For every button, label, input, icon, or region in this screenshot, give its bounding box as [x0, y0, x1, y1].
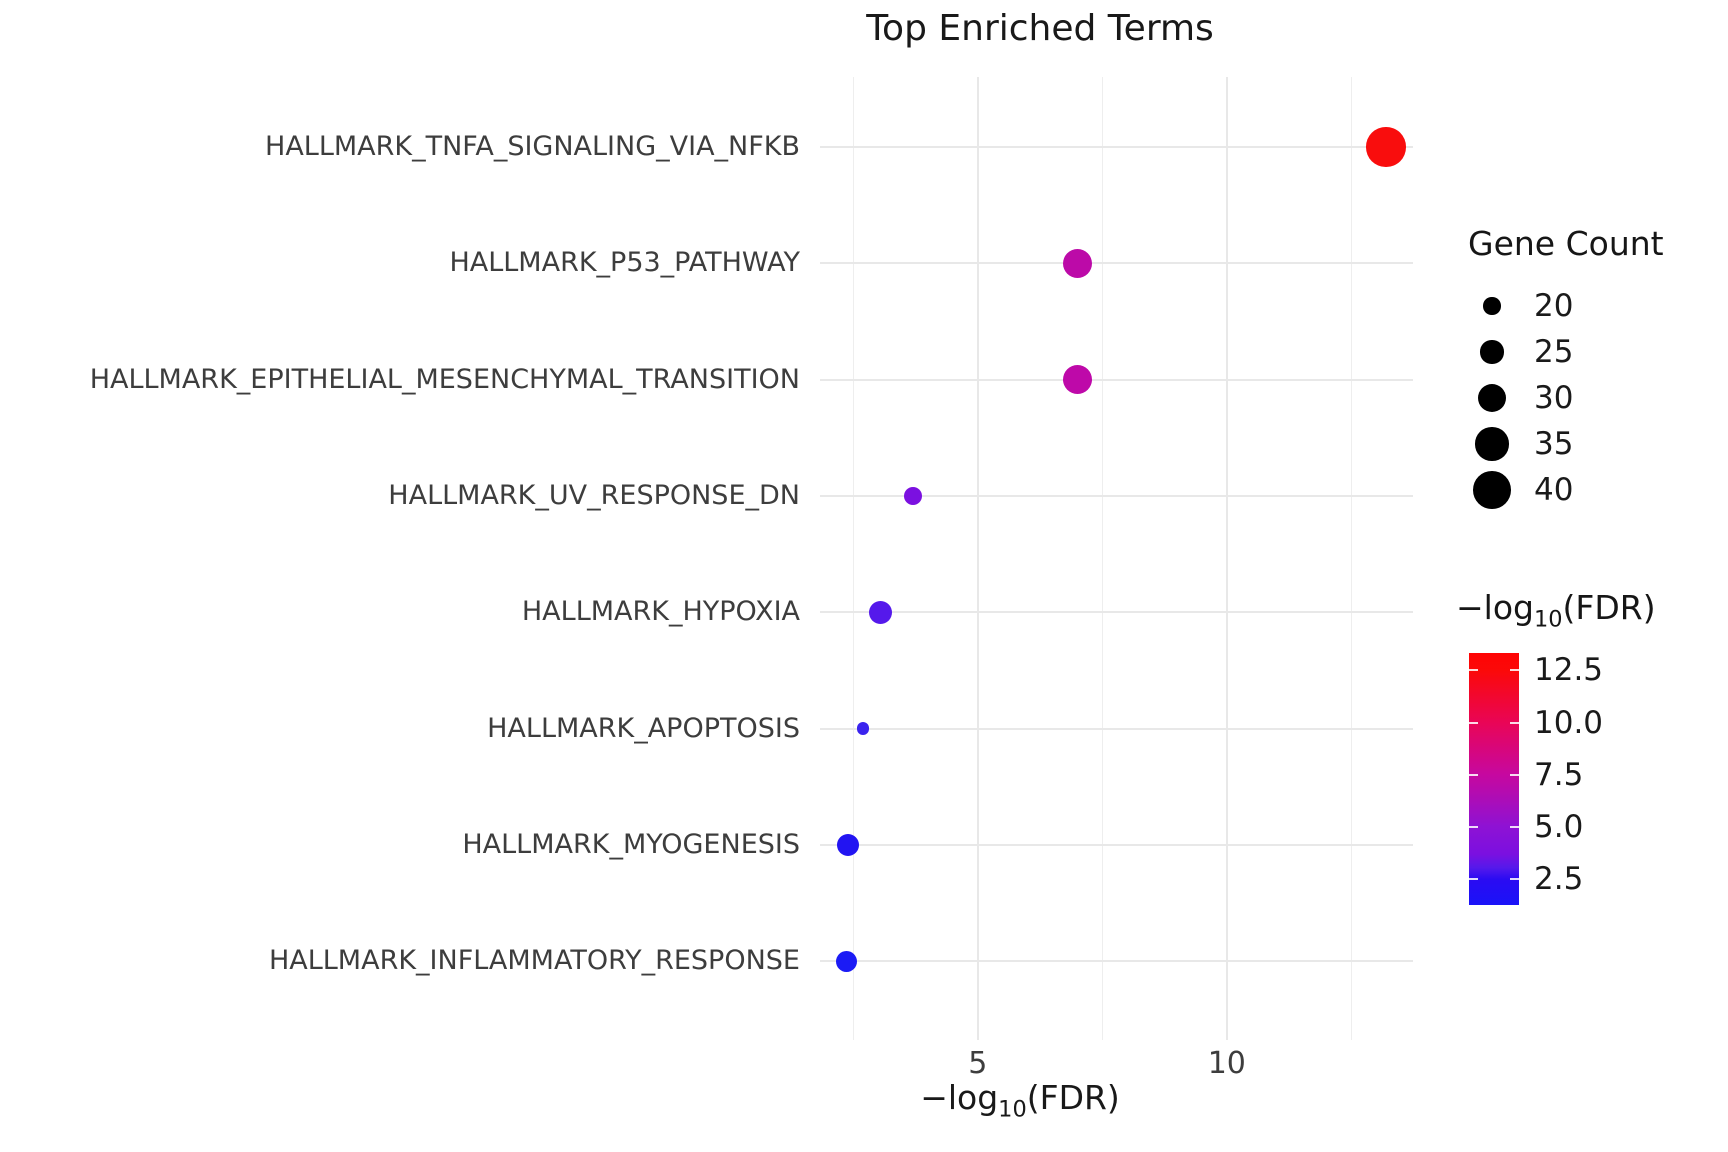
y-axis-label: HALLMARK_INFLAMMATORY_RESPONSE	[268, 945, 800, 977]
color-legend-title-sub: 10	[1533, 606, 1563, 633]
colorbar-tick-mark	[1510, 669, 1519, 672]
colorbar-tick-label: 7.5	[1534, 756, 1584, 793]
size-legend-value: 25	[1534, 334, 1574, 370]
size-legend-value: 20	[1534, 288, 1574, 324]
y-axis-label: HALLMARK_APOPTOSIS	[487, 712, 800, 744]
x-tick-label: 10	[1207, 1046, 1246, 1081]
y-axis-label: HALLMARK_TNFA_SIGNALING_VIA_NFKB	[265, 131, 800, 162]
size-legend-value: 40	[1534, 472, 1574, 508]
y-axis-label: HALLMARK_P53_PATHWAY	[449, 247, 800, 279]
color-legend-title: −log10(FDR)	[1456, 588, 1656, 633]
data-point	[1062, 248, 1093, 278]
x-tick-label: 5	[968, 1046, 988, 1081]
size-legend-dot	[1473, 471, 1511, 509]
size-legend-dot	[1483, 297, 1501, 315]
colorbar-tick-mark	[1510, 773, 1519, 776]
gridline-x-minor	[852, 77, 855, 1040]
x-axis-title: −log10(FDR)	[920, 1078, 1120, 1123]
y-axis-label: HALLMARK_HYPOXIA	[521, 596, 800, 628]
gridline-y-row	[820, 960, 1413, 963]
colorbar-tick-mark	[1510, 721, 1519, 724]
x-axis-title-post: (FDR)	[1026, 1078, 1120, 1117]
gridline-y-row	[820, 843, 1413, 846]
color-legend-title-pre: −log	[1456, 588, 1534, 627]
size-legend-value: 35	[1534, 426, 1574, 462]
colorbar-tick-label: 12.5	[1534, 652, 1604, 689]
chart-title: Top Enriched Terms	[866, 8, 1214, 49]
colorbar-tick-label: 2.5	[1534, 861, 1584, 898]
size-legend-value: 30	[1534, 380, 1574, 416]
colorbar-tick-mark	[1510, 878, 1519, 881]
colorbar-tick-mark	[1469, 825, 1478, 828]
data-point	[1062, 364, 1093, 395]
data-point	[837, 833, 860, 856]
data-point	[869, 600, 893, 624]
y-axis-label: HALLMARK_MYOGENESIS	[462, 828, 800, 860]
gridline-x-minor	[1101, 77, 1104, 1040]
gridline-y-row	[820, 378, 1413, 381]
gridline-x-major	[976, 77, 979, 1040]
data-point	[836, 950, 858, 972]
gridline-y-row	[820, 494, 1413, 497]
x-axis-title-pre: −log	[920, 1078, 999, 1117]
data-point	[903, 486, 923, 506]
colorbar-tick-label: 5.0	[1534, 808, 1584, 845]
colorbar-tick-mark	[1469, 721, 1478, 724]
gridline-y-row	[820, 146, 1413, 148]
colorbar-tick-mark	[1469, 773, 1478, 776]
colorbar	[1469, 653, 1519, 905]
gridline-y-row	[820, 262, 1413, 265]
x-axis-title-sub: 10	[998, 1096, 1027, 1123]
data-point	[857, 722, 870, 735]
gridline-x-minor	[1350, 77, 1352, 1040]
y-axis-label: HALLMARK_UV_RESPONSE_DN	[388, 479, 800, 511]
gridline-x-major	[1225, 77, 1228, 1040]
colorbar-tick-label: 10.0	[1534, 704, 1604, 741]
color-legend-title-post: (FDR)	[1562, 588, 1656, 627]
colorbar-tick-mark	[1510, 825, 1519, 828]
size-legend-dot	[1477, 383, 1507, 413]
size-legend-title: Gene Count	[1468, 224, 1664, 263]
size-legend-dot	[1480, 340, 1504, 364]
data-point	[1366, 127, 1406, 167]
colorbar-tick-mark	[1469, 669, 1478, 672]
gridline-y-row	[820, 611, 1413, 614]
colorbar-tick-mark	[1469, 878, 1478, 881]
y-axis-label: HALLMARK_EPITHELIAL_MESENCHYMAL_TRANSITI…	[89, 363, 800, 395]
size-legend-dot	[1475, 427, 1509, 461]
gridline-y-row	[820, 727, 1413, 730]
